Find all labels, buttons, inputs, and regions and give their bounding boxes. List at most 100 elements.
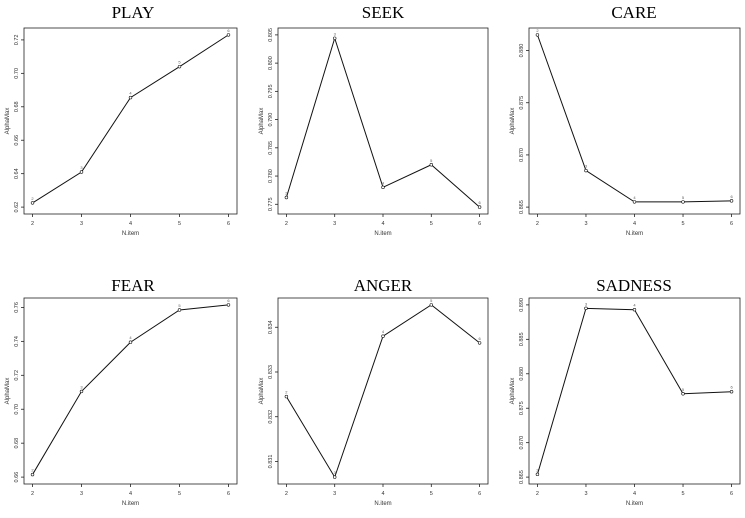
x-tick-label: 4 bbox=[129, 491, 132, 497]
data-point-label: 2 bbox=[285, 191, 288, 196]
x-tick-label: 3 bbox=[333, 491, 336, 497]
y-tick-label: 0.76 bbox=[14, 302, 20, 313]
data-point-label: 5 bbox=[178, 303, 181, 308]
panel-title: SADNESS bbox=[596, 276, 672, 295]
data-point bbox=[30, 472, 35, 477]
data-point-label: 3 bbox=[80, 165, 83, 170]
data-point bbox=[284, 394, 289, 399]
data-point bbox=[681, 200, 685, 204]
x-tick-label: 3 bbox=[584, 221, 587, 227]
x-axis-label: N.item bbox=[374, 501, 391, 507]
y-axis-label: AlphaMax bbox=[5, 378, 11, 405]
x-tick-label: 6 bbox=[730, 221, 733, 227]
x-axis-label: N.item bbox=[374, 231, 391, 237]
data-point bbox=[79, 170, 84, 174]
data-point-label: 4 bbox=[129, 91, 132, 96]
panel-play: PLAY 2 3 4 5 6 0.62 0.64 0.66 0.68 0.70 0.72 N.item A… bbox=[5, 3, 238, 237]
y-tick-label: 0.870 bbox=[519, 148, 525, 162]
data-point-label: 2 bbox=[31, 196, 34, 201]
y-tick-label: 0.800 bbox=[268, 56, 274, 70]
data-point bbox=[632, 308, 637, 312]
x-axis-label: N.item bbox=[122, 231, 139, 237]
data-point-label: 3 bbox=[585, 164, 588, 169]
data-point-label: 3 bbox=[334, 31, 337, 36]
x-tick-label: 2 bbox=[31, 221, 34, 227]
data-point-label: 2 bbox=[536, 28, 539, 33]
y-tick-label: 0.70 bbox=[14, 404, 20, 415]
data-point-label: 2 bbox=[31, 468, 34, 473]
x-tick-label: 5 bbox=[681, 221, 684, 227]
y-tick-label: 0.885 bbox=[519, 332, 525, 346]
data-point bbox=[729, 389, 734, 394]
data-point bbox=[30, 201, 35, 205]
data-point-label: 3 bbox=[585, 301, 588, 306]
panel-sadness: SADNESS 2 3 4 5 6 0.865 0.870 0.875 0.880 0.885 0.8… bbox=[510, 276, 741, 507]
x-axis-label: N.item bbox=[626, 231, 643, 237]
series-line bbox=[536, 34, 732, 203]
y-tick-label: 0.880 bbox=[519, 367, 525, 381]
data-point-label: 6 bbox=[478, 336, 481, 341]
y-tick-label: 0.875 bbox=[519, 401, 525, 415]
y-axis-label: AlphaMax bbox=[5, 108, 11, 135]
y-tick-label: 0.832 bbox=[268, 410, 274, 424]
data-point-label: 5 bbox=[682, 195, 685, 200]
x-tick-label: 3 bbox=[80, 491, 83, 497]
x-tick-label: 6 bbox=[730, 491, 733, 497]
data-point-label: 3 bbox=[334, 470, 337, 475]
x-axis-label: N.item bbox=[122, 501, 139, 507]
panel-fear: FEAR 2 3 4 5 6 0.66 0.68 0.70 0.72 0.74 0.76 N.item A… bbox=[5, 276, 238, 507]
y-tick-label: 0.870 bbox=[519, 436, 525, 450]
x-tick-label: 5 bbox=[430, 221, 433, 227]
data-point bbox=[535, 472, 540, 477]
data-point-label: 5 bbox=[682, 387, 685, 392]
data-point bbox=[226, 303, 231, 307]
x-tick-label: 3 bbox=[80, 221, 83, 227]
data-point-label: 5 bbox=[178, 60, 181, 65]
x-tick-label: 4 bbox=[633, 221, 636, 227]
y-tick-label: 0.865 bbox=[519, 470, 525, 484]
data-point-label: 4 bbox=[633, 303, 636, 308]
data-point-label: 2 bbox=[536, 467, 539, 472]
panel-title: ANGER bbox=[354, 276, 413, 295]
data-point bbox=[584, 168, 588, 173]
data-point-label: 6 bbox=[730, 385, 733, 390]
data-point bbox=[333, 475, 337, 479]
panel-title: SEEK bbox=[362, 3, 405, 22]
data-point bbox=[177, 64, 182, 69]
x-tick-label: 6 bbox=[227, 221, 230, 227]
x-tick-label: 2 bbox=[31, 491, 34, 497]
data-point bbox=[79, 389, 84, 394]
data-point-label: 5 bbox=[430, 158, 433, 163]
y-axis-label: AlphaMax bbox=[259, 108, 265, 135]
x-tick-label: 4 bbox=[633, 491, 636, 497]
data-point bbox=[177, 308, 182, 312]
data-point bbox=[128, 95, 133, 100]
y-tick-label: 0.74 bbox=[14, 336, 20, 347]
data-point bbox=[284, 195, 289, 200]
x-tick-label: 5 bbox=[178, 491, 181, 497]
y-tick-label: 0.834 bbox=[268, 320, 274, 334]
data-point bbox=[381, 185, 385, 190]
y-tick-label: 0.68 bbox=[14, 438, 20, 449]
x-tick-label: 2 bbox=[285, 491, 288, 497]
x-tick-label: 5 bbox=[430, 491, 433, 497]
data-point-label: 3 bbox=[80, 384, 83, 389]
data-point-label: 4 bbox=[382, 180, 385, 185]
data-point bbox=[429, 303, 433, 307]
plot-box bbox=[23, 27, 238, 215]
data-point-label: 6 bbox=[227, 28, 230, 33]
y-tick-label: 0.875 bbox=[519, 96, 525, 110]
x-tick-label: 2 bbox=[285, 221, 288, 227]
x-axis-label: N.item bbox=[626, 501, 643, 507]
panel-title: PLAY bbox=[112, 3, 155, 22]
plot-box bbox=[528, 27, 741, 215]
data-point bbox=[477, 205, 482, 209]
y-tick-label: 0.68 bbox=[14, 101, 20, 112]
data-point bbox=[333, 36, 337, 40]
x-tick-label: 6 bbox=[478, 221, 481, 227]
x-tick-label: 6 bbox=[227, 491, 230, 497]
y-tick-label: 0.865 bbox=[519, 200, 525, 214]
plot-box bbox=[23, 297, 238, 485]
y-tick-label: 0.795 bbox=[268, 84, 274, 98]
x-tick-label: 2 bbox=[536, 491, 539, 497]
